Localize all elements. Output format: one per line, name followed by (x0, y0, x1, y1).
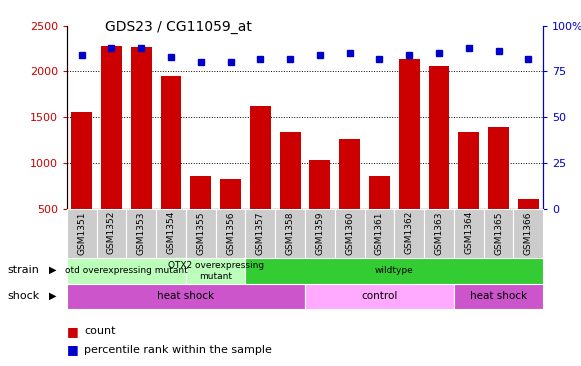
Bar (424, 209, 454, 258)
Bar (365, 209, 394, 258)
Text: GSM1364: GSM1364 (464, 211, 474, 254)
Text: wildtype: wildtype (375, 266, 414, 275)
Text: GSM1357: GSM1357 (256, 211, 265, 255)
Text: GSM1356: GSM1356 (226, 211, 235, 255)
Text: GSM1351: GSM1351 (77, 211, 86, 255)
Bar (369, 176, 390, 254)
Text: shock: shock (8, 291, 40, 301)
Bar (305, 284, 454, 309)
Bar (186, 258, 246, 284)
Bar (67, 258, 186, 284)
Text: GSM1366: GSM1366 (524, 211, 533, 255)
Bar (131, 47, 152, 254)
Bar (67, 284, 305, 309)
Text: GSM1353: GSM1353 (137, 211, 146, 255)
Text: count: count (84, 326, 116, 336)
Text: ▶: ▶ (49, 291, 57, 301)
Text: percentile rank within the sample: percentile rank within the sample (84, 344, 272, 355)
Text: GSM1352: GSM1352 (107, 211, 116, 254)
Bar (454, 284, 543, 309)
Bar (399, 59, 419, 254)
Text: GSM1361: GSM1361 (375, 211, 384, 255)
Text: GDS23 / CG11059_at: GDS23 / CG11059_at (105, 20, 252, 34)
Bar (394, 209, 424, 258)
Bar (488, 127, 509, 254)
Bar (335, 209, 365, 258)
Bar (279, 132, 300, 254)
Text: GSM1359: GSM1359 (315, 211, 324, 255)
Text: OTX2 overexpressing
mutant: OTX2 overexpressing mutant (168, 261, 264, 281)
Bar (127, 209, 156, 258)
Bar (220, 179, 241, 254)
Bar (310, 160, 331, 254)
Bar (275, 209, 305, 258)
Bar (71, 112, 92, 254)
Text: ■: ■ (67, 325, 78, 338)
Bar (454, 209, 483, 258)
Bar (250, 106, 271, 254)
Bar (483, 209, 514, 258)
Bar (67, 209, 96, 258)
Text: control: control (361, 291, 397, 302)
Text: GSM1362: GSM1362 (405, 211, 414, 254)
Bar (216, 209, 245, 258)
Bar (305, 209, 335, 258)
Text: GSM1360: GSM1360 (345, 211, 354, 255)
Bar (160, 76, 181, 254)
Text: heat shock: heat shock (470, 291, 527, 302)
Text: GSM1355: GSM1355 (196, 211, 205, 255)
Bar (191, 176, 211, 254)
Bar (339, 139, 360, 254)
Text: GSM1363: GSM1363 (435, 211, 443, 255)
Bar (429, 66, 450, 254)
Bar (96, 209, 127, 258)
Bar (156, 209, 186, 258)
Text: otd overexpressing mutant: otd overexpressing mutant (65, 266, 188, 275)
Text: ■: ■ (67, 343, 78, 356)
Bar (101, 46, 122, 254)
Bar (458, 132, 479, 254)
Bar (186, 209, 216, 258)
Bar (514, 209, 543, 258)
Text: GSM1358: GSM1358 (286, 211, 295, 255)
Text: strain: strain (8, 265, 40, 275)
Bar (245, 258, 543, 284)
Text: heat shock: heat shock (157, 291, 214, 302)
Bar (518, 198, 539, 254)
Bar (245, 209, 275, 258)
Text: ▶: ▶ (49, 265, 57, 275)
Text: GSM1365: GSM1365 (494, 211, 503, 255)
Text: GSM1354: GSM1354 (167, 211, 175, 254)
